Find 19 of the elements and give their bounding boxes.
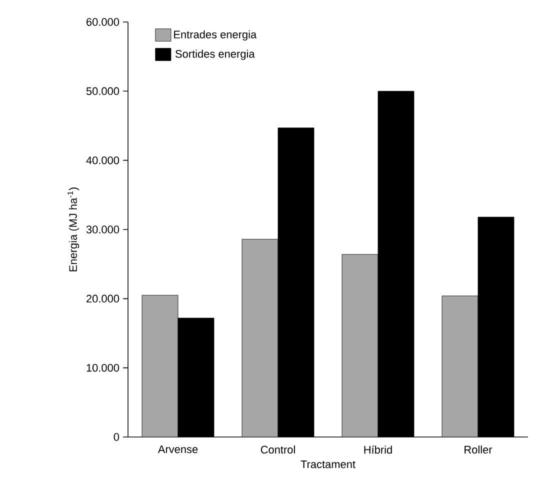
y-tick-label: 10.000	[86, 364, 120, 372]
y-tick-label: 40.000	[86, 156, 120, 164]
y-tick-label: 30.000	[86, 226, 120, 234]
x-tick-label: Roller	[464, 446, 492, 454]
legend-label: Entrades energia	[174, 30, 257, 41]
y-axis-title: Energia (MJ ha$^{-1}$)	[68, 188, 80, 272]
y-tick-label: 0	[114, 433, 120, 441]
x-tick-label: Arvense	[158, 446, 198, 454]
y-tick-label: 50.000	[86, 87, 120, 96]
bar	[342, 254, 378, 437]
bar	[242, 238, 278, 437]
bar	[442, 296, 478, 437]
legend-label: Sortides energia	[176, 50, 255, 60]
x-tick-label: Control	[260, 446, 295, 454]
x-tick-label: Híbrid	[364, 446, 392, 454]
y-tick-label: 20.000	[86, 294, 120, 303]
x-axis-title: Tractament	[300, 460, 356, 468]
y-tick-label: 60.000	[86, 18, 120, 26]
bar	[142, 295, 178, 437]
